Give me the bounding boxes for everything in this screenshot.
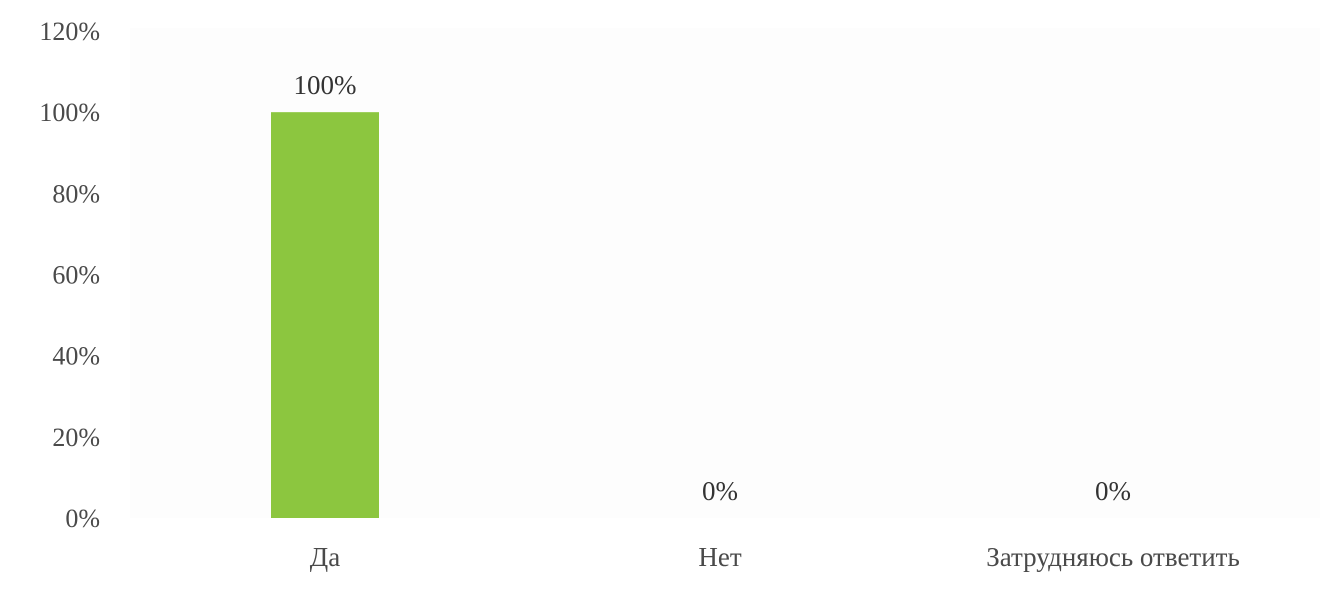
y-tick-label: 120%: [39, 17, 100, 46]
y-tick-label: 0%: [65, 504, 100, 533]
bars: [271, 112, 379, 519]
data-labels: 100% 0% 0%: [294, 70, 1132, 506]
data-label: 0%: [702, 476, 738, 506]
x-axis: Да Нет Затрудняюсь ответить: [310, 542, 1240, 572]
y-tick-label: 40%: [52, 342, 100, 371]
data-label: 100%: [294, 70, 357, 100]
x-category-label: Да: [310, 542, 340, 572]
y-tick-label: 80%: [52, 179, 100, 208]
y-tick-label: 60%: [52, 261, 100, 290]
y-tick-label: 100%: [39, 98, 100, 127]
bar: [271, 112, 379, 519]
x-category-label: Нет: [698, 542, 741, 572]
x-category-label: Затрудняюсь ответить: [986, 542, 1240, 572]
y-tick-label: 20%: [52, 423, 100, 452]
y-axis: 0% 20% 40% 60% 80% 100% 120%: [39, 17, 100, 533]
data-label: 0%: [1095, 476, 1131, 506]
